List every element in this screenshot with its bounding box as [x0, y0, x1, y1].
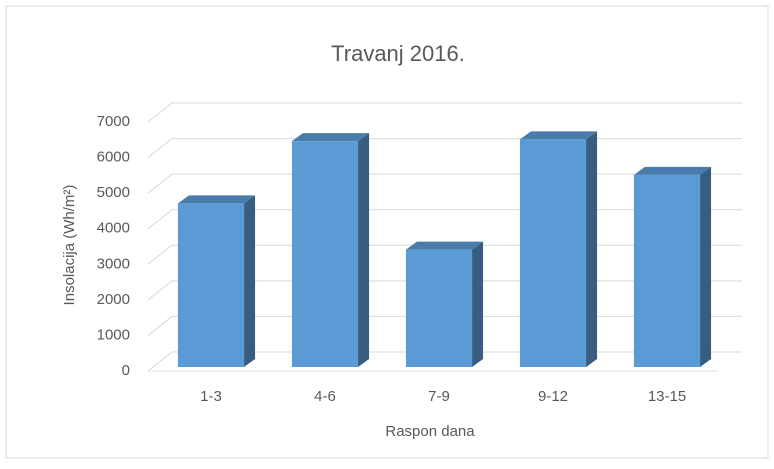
y-tick-label: 2000 — [97, 291, 130, 308]
bar-top — [633, 166, 712, 175]
x-axis-label: Raspon dana — [385, 423, 475, 440]
bar-top — [291, 133, 370, 142]
chart-title: Travanj 2016. — [331, 41, 465, 66]
y-tick-label: 0 — [122, 362, 130, 379]
x-tick-label: 13-15 — [648, 388, 686, 405]
x-tick-label: 1-3 — [200, 388, 222, 405]
y-tick-label: 6000 — [97, 149, 130, 166]
x-tick-label: 9-12 — [538, 388, 568, 405]
bar-side — [700, 166, 712, 367]
bar-top — [519, 131, 598, 140]
bar-top — [177, 195, 256, 204]
bar-side — [244, 195, 256, 367]
bar — [633, 174, 701, 367]
y-tick-label: 4000 — [97, 220, 130, 237]
y-tick-label: 3000 — [97, 255, 130, 272]
x-tick-label: 4-6 — [314, 388, 336, 405]
y-tick-label: 5000 — [97, 184, 130, 201]
bar — [405, 249, 473, 367]
y-tick-label: 7000 — [97, 113, 130, 130]
x-tick-label: 7-9 — [428, 388, 450, 405]
bar-top — [405, 241, 484, 250]
bar — [519, 139, 587, 367]
grid-line — [147, 102, 742, 123]
bar-side — [358, 133, 370, 367]
y-axis-label: Insolacija (Wh/m²) — [61, 185, 78, 306]
bar — [291, 141, 359, 367]
bar-side — [586, 131, 598, 367]
bar-side — [472, 241, 484, 367]
y-tick-label: 1000 — [97, 326, 130, 343]
bar — [177, 203, 245, 367]
